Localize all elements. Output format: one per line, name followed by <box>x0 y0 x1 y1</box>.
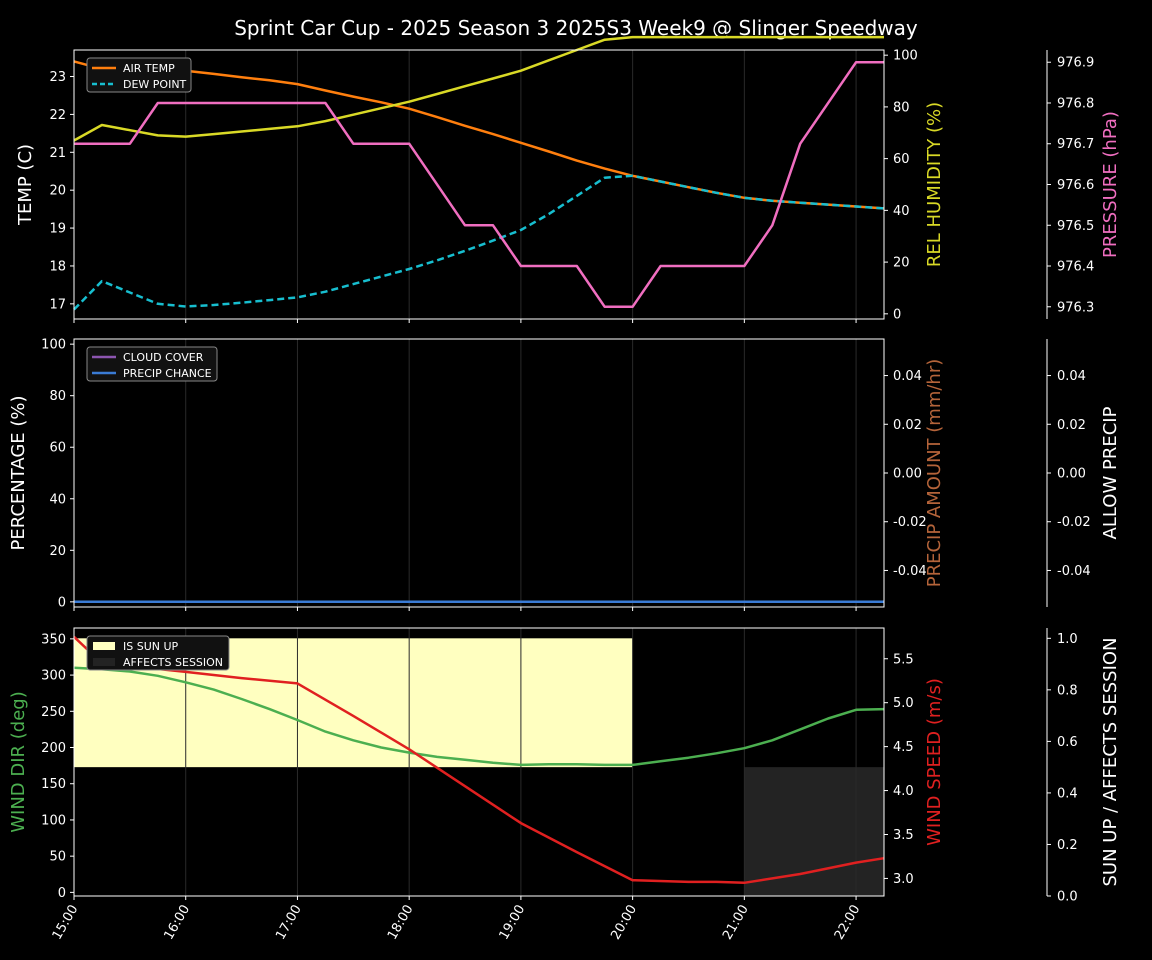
series-wind-dir <box>73 666 885 767</box>
band-affects-session <box>744 767 884 896</box>
y-tick-label: 350 <box>41 632 66 647</box>
y2-tick-label: 5.0 <box>893 696 914 711</box>
y-axis-title: TEMP (C) <box>15 144 36 226</box>
y-tick-label: 60 <box>49 441 66 456</box>
y2-axis-title: REL HUMIDITY (%) <box>924 102 945 267</box>
y3-tick-label: 976.7 <box>1057 137 1094 152</box>
y-tick-label: 0 <box>58 595 66 610</box>
y2-tick-label: -0.04 <box>893 564 927 579</box>
y2-tick-label: 0.02 <box>893 418 922 433</box>
series-dew-point <box>73 174 885 311</box>
y-tick-label: 40 <box>49 492 66 507</box>
chart-layer: 17 18 19 20 21 22 23 0 20 40 60 80 100 976.3 976.4 976.… <box>8 35 1121 942</box>
y3-axis-title: SUN UP / AFFECTS SESSION <box>1100 637 1121 886</box>
y-tick-label: 20 <box>49 184 66 199</box>
legend-label: PRECIP CHANCE <box>123 367 212 380</box>
y-tick-label: 150 <box>41 777 66 792</box>
legend-label: IS SUN UP <box>123 640 179 653</box>
y3-tick-label: 976.5 <box>1057 219 1094 234</box>
y-tick-label: 300 <box>41 669 66 684</box>
y2-tick-label: 0.04 <box>893 369 922 384</box>
y3-tick-label: 976.3 <box>1057 300 1094 315</box>
y2-tick-label: 20 <box>893 256 910 271</box>
y-axis-title: PERCENTAGE (%) <box>8 395 29 550</box>
legend-box <box>86 346 218 382</box>
y2-axis-title: PRECIP AMOUNT (mm/hr) <box>924 359 945 588</box>
y3-tick-label: 0.0 <box>1057 890 1078 905</box>
y3-axis-title: ALLOW PRECIP <box>1100 406 1121 539</box>
legend-label: CLOUD COVER <box>123 351 204 364</box>
y2-tick-label: 40 <box>893 204 910 219</box>
series-rel-humidity <box>73 35 884 142</box>
y3-tick-label: -0.04 <box>1057 564 1091 579</box>
y-tick-label: 19 <box>49 222 66 237</box>
legend-label: DEW POINT <box>123 78 187 91</box>
y3-tick-label: 0.6 <box>1057 735 1078 750</box>
legend-label: AFFECTS SESSION <box>123 656 223 669</box>
y3-tick-label: 0.4 <box>1057 786 1078 801</box>
y3-tick-label: 0.02 <box>1057 418 1086 433</box>
y2-tick-label: 4.0 <box>893 784 914 799</box>
y3-tick-label: 976.8 <box>1057 96 1094 111</box>
y2-tick-label: 100 <box>893 49 918 64</box>
y3-tick-label: 0.00 <box>1057 467 1086 482</box>
y2-tick-label: 80 <box>893 100 910 115</box>
y2-tick-label: 4.5 <box>893 740 914 755</box>
plot-frame <box>73 49 885 320</box>
legend-swatch <box>93 642 115 650</box>
y3-tick-label: 1.0 <box>1057 632 1078 647</box>
series-wind-speed <box>73 635 885 885</box>
y2-tick-label: 0.00 <box>893 467 922 482</box>
y2-axis-title: WIND SPEED (m/s) <box>924 678 945 846</box>
y-tick-label: 50 <box>49 850 66 865</box>
y2-tick-label: 5.5 <box>893 652 914 667</box>
y3-tick-label: 0.2 <box>1057 838 1078 853</box>
y-tick-label: 23 <box>49 70 66 85</box>
y-tick-label: 250 <box>41 705 66 720</box>
y2-tick-label: 0 <box>893 307 901 322</box>
y3-tick-label: 0.04 <box>1057 369 1086 384</box>
y3-tick-label: 0.8 <box>1057 683 1078 698</box>
y-tick-label: 18 <box>49 259 66 274</box>
y2-tick-label: 3.0 <box>893 872 914 887</box>
legend-label: AIR TEMP <box>123 62 175 75</box>
y3-tick-label: 976.6 <box>1057 178 1094 193</box>
y3-tick-label: -0.02 <box>1057 515 1091 530</box>
y2-tick-label: -0.02 <box>893 515 927 530</box>
series-pressure <box>74 60 884 309</box>
y-tick-label: 22 <box>49 108 66 123</box>
y3-tick-label: 976.4 <box>1057 260 1094 275</box>
y2-tick-label: 60 <box>893 152 910 167</box>
legend-swatch <box>93 658 115 666</box>
y-tick-label: 200 <box>41 741 66 756</box>
y-tick-label: 21 <box>49 146 66 161</box>
y-tick-label: 100 <box>41 338 66 353</box>
legend-box <box>86 635 230 671</box>
y-tick-label: 100 <box>41 813 66 828</box>
y2-tick-label: 3.5 <box>893 828 914 843</box>
y-axis-title: WIND DIR (deg) <box>8 691 29 833</box>
y-tick-label: 20 <box>49 544 66 559</box>
y3-tick-label: 976.9 <box>1057 56 1094 71</box>
y-tick-label: 0 <box>58 886 66 901</box>
y3-axis-title: PRESSURE (hPa) <box>1100 111 1121 258</box>
y-tick-label: 80 <box>49 389 66 404</box>
y-tick-label: 17 <box>49 297 66 312</box>
plot-frame <box>73 627 885 897</box>
